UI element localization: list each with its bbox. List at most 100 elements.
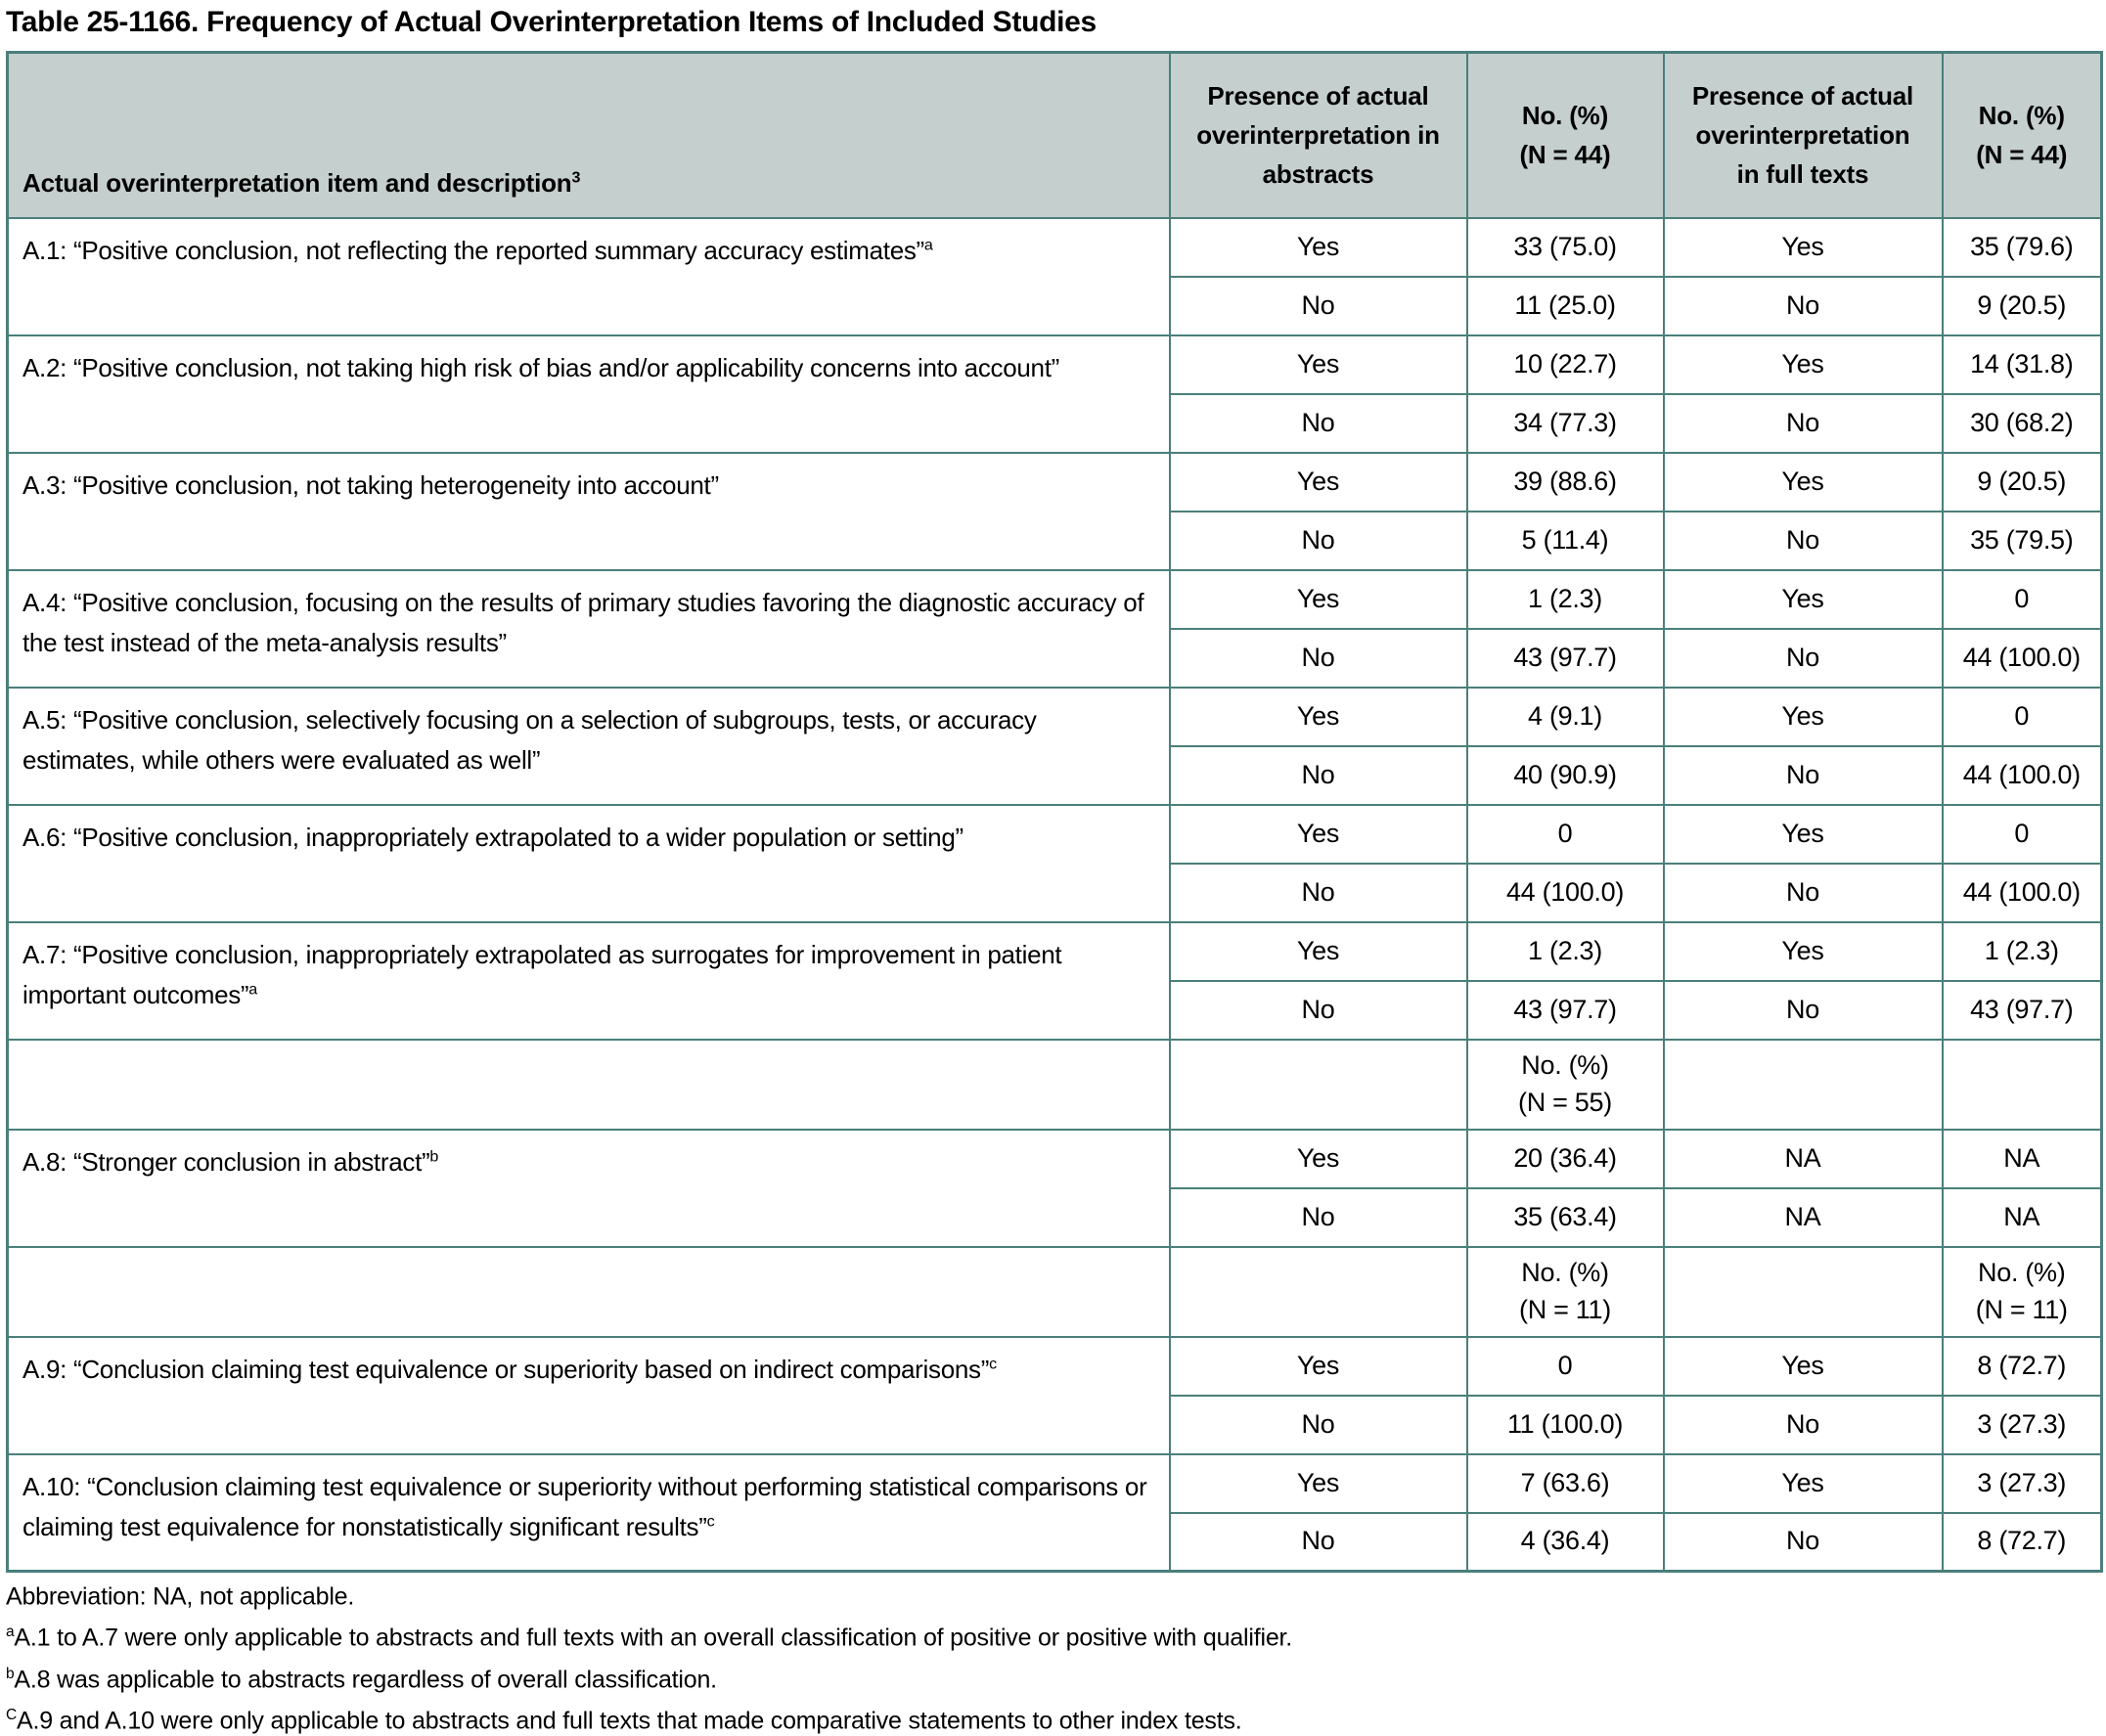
fulltexts-presence-cell: No xyxy=(1662,1394,1944,1455)
item-description: A.6: “Positive conclusion, inappropriate… xyxy=(22,822,963,852)
header-presence-abstracts: Presence of actual overinterpretation in… xyxy=(1168,51,1468,219)
table-row: A.4: “Positive conclusion, focusing on t… xyxy=(6,568,2103,689)
item-description: A.8: “Stronger conclusion in abstract” xyxy=(22,1146,430,1177)
abstracts-presence-cell: No xyxy=(1168,1186,1468,1248)
abstracts-presence-cell: No xyxy=(1168,392,1468,454)
item-description-cell: A.7: “Positive conclusion, inappropriate… xyxy=(6,920,1171,1041)
abstracts-count-cell: 1 (2.3) xyxy=(1465,920,1665,982)
item-description: A.7: “Positive conclusion, inappropriate… xyxy=(22,939,1062,1010)
fulltexts-count-cell: 0 xyxy=(1941,568,2103,630)
abstracts-presence-cell: No xyxy=(1168,979,1468,1041)
item-description-cell: A.6: “Positive conclusion, inappropriate… xyxy=(6,803,1171,923)
item-description-cell: A.5: “Positive conclusion, selectively f… xyxy=(6,686,1171,806)
header-presence-fulltexts: Presence of actual overinterpretation in… xyxy=(1662,51,1944,219)
fulltexts-count-cell: 43 (97.7) xyxy=(1941,979,2103,1041)
footnote-a: aA.1 to A.7 were only applicable to abst… xyxy=(6,1624,2101,1652)
footnote-marker: c xyxy=(706,1512,715,1531)
table-row: A.7: “Positive conclusion, inappropriate… xyxy=(6,920,2103,1041)
item-description-cell: A.1: “Positive conclusion, not reflectin… xyxy=(6,216,1171,336)
abstracts-presence-cell: Yes xyxy=(1168,451,1468,512)
abstracts-count-cell: 4 (36.4) xyxy=(1465,1511,1665,1573)
abstracts-presence-cell: Yes xyxy=(1168,568,1468,630)
abstracts-count-cell: 5 (11.4) xyxy=(1465,510,1665,571)
abstracts-presence-cell: No xyxy=(1168,627,1468,689)
empty-cell xyxy=(6,1038,1171,1131)
fulltexts-presence-cell: No xyxy=(1662,275,1944,336)
frequency-table: Actual overinterpretation item and descr… xyxy=(6,51,2103,1573)
footnote-text: A.1 to A.7 were only applicable to abstr… xyxy=(14,1624,1293,1652)
abstracts-presence-cell: No xyxy=(1168,510,1468,571)
table-row: A.3: “Positive conclusion, not taking he… xyxy=(6,451,2103,571)
fulltexts-presence-cell: Yes xyxy=(1662,216,1944,278)
footnote-marker: c xyxy=(989,1354,997,1372)
fulltexts-presence-cell: Yes xyxy=(1662,568,1944,630)
abstracts-count-cell: 0 xyxy=(1465,1335,1665,1397)
abstracts-count-subheader: No. (%) (N = 55) xyxy=(1465,1038,1665,1131)
table-row: A.1: “Positive conclusion, not reflectin… xyxy=(6,216,2103,336)
fulltexts-count-cell: 8 (72.7) xyxy=(1941,1335,2103,1397)
footnote-text: A.9 and A.10 were only applicable to abs… xyxy=(17,1707,1242,1735)
abstracts-count-cell: 34 (77.3) xyxy=(1465,392,1665,454)
fulltexts-presence-cell: Yes xyxy=(1662,334,1944,395)
item-description: A.5: “Positive conclusion, selectively f… xyxy=(22,704,1037,776)
abstracts-count-cell: 11 (25.0) xyxy=(1465,275,1665,336)
table-row: No 44 (100.0) No 44 (100.0) xyxy=(8,862,2103,923)
empty-cell xyxy=(6,1245,1171,1338)
header-no-pct-fulltexts: No. (%) (N = 44) xyxy=(1941,51,2103,219)
item-description: A.2: “Positive conclusion, not taking hi… xyxy=(22,352,1059,382)
fulltexts-count-cell: 30 (68.2) xyxy=(1941,392,2103,454)
fulltexts-count-cell: 44 (100.0) xyxy=(1941,627,2103,689)
table-row: A.2: “Positive conclusion, not taking hi… xyxy=(6,334,2103,454)
footnotes: Abbreviation: NA, not applicable. aA.1 t… xyxy=(6,1582,2101,1735)
header-row: Actual overinterpretation item and descr… xyxy=(6,51,2103,219)
fulltexts-count-cell: 9 (20.5) xyxy=(1941,451,2103,512)
abstracts-presence-cell: Yes xyxy=(1168,920,1468,982)
fulltexts-count-subheader: No. (%) (N = 11) xyxy=(1941,1245,2103,1338)
fulltexts-count-cell: 3 (27.3) xyxy=(1941,1452,2103,1514)
fulltexts-count-cell: 35 (79.6) xyxy=(1941,216,2103,278)
item-description-cell: A.3: “Positive conclusion, not taking he… xyxy=(6,451,1171,571)
table-row: No 11 (100.0) No 3 (27.3) xyxy=(8,1394,2103,1455)
empty-cell xyxy=(1168,1245,1468,1338)
abstracts-count-subheader: No. (%) (N = 11) xyxy=(1465,1245,1665,1338)
fulltexts-presence-cell: No xyxy=(1662,392,1944,454)
abstracts-presence-cell: No xyxy=(1168,744,1468,806)
fulltexts-presence-cell: No xyxy=(1662,1511,1944,1573)
fulltexts-count-cell: 0 xyxy=(1941,803,2103,865)
fulltexts-presence-cell: No xyxy=(1662,744,1944,806)
header-item-description-text: Actual overinterpretation item and descr… xyxy=(22,168,572,199)
table-row: A.5: “Positive conclusion, selectively f… xyxy=(6,686,2103,806)
abstracts-presence-cell: Yes xyxy=(1168,334,1468,395)
table-row: No 43 (97.7) No 44 (100.0) xyxy=(8,627,2103,689)
table-row: No 4 (36.4) No 8 (72.7) xyxy=(8,1511,2103,1573)
abstracts-presence-cell: Yes xyxy=(1168,1452,1468,1514)
fulltexts-presence-cell: Yes xyxy=(1662,1335,1944,1397)
item-description: A.9: “Conclusion claiming test equivalen… xyxy=(22,1354,990,1384)
abstracts-count-cell: 33 (75.0) xyxy=(1465,216,1665,278)
abstracts-count-cell: 43 (97.7) xyxy=(1465,979,1665,1041)
table-row: A.6: “Positive conclusion, inappropriate… xyxy=(6,803,2103,923)
fulltexts-presence-cell: No xyxy=(1662,862,1944,923)
fulltexts-count-cell: 9 (20.5) xyxy=(1941,275,2103,336)
fulltexts-presence-cell: Yes xyxy=(1662,1452,1944,1514)
fulltexts-presence-cell: Yes xyxy=(1662,686,1944,747)
abstracts-count-cell: 10 (22.7) xyxy=(1465,334,1665,395)
abstracts-count-cell: 0 xyxy=(1465,803,1665,865)
fulltexts-count-cell: 14 (31.8) xyxy=(1941,334,2103,395)
footnote-text: A.8 was applicable to abstracts regardle… xyxy=(14,1665,717,1693)
abstracts-count-cell: 39 (88.6) xyxy=(1465,451,1665,512)
abstracts-presence-cell: Yes xyxy=(1168,1128,1468,1189)
footnote-marker: a xyxy=(923,235,933,253)
footnote-marker: b xyxy=(429,1146,439,1165)
footnote-marker: a xyxy=(6,1624,15,1641)
fulltexts-count-cell: 35 (79.5) xyxy=(1941,510,2103,571)
table-row: A.8: “Stronger conclusion in abstract”b … xyxy=(6,1128,2103,1248)
fulltexts-presence-cell: NA xyxy=(1662,1128,1944,1189)
abstracts-presence-cell: Yes xyxy=(1168,216,1468,278)
fulltexts-presence-cell: NA xyxy=(1662,1186,1944,1248)
empty-cell xyxy=(1941,1038,2103,1131)
abstracts-presence-cell: No xyxy=(1168,862,1468,923)
fulltexts-count-cell: 44 (100.0) xyxy=(1941,862,2103,923)
header-reference-marker: 3 xyxy=(571,168,581,187)
table-row: No 35 (63.4) NA NA xyxy=(8,1186,2103,1248)
